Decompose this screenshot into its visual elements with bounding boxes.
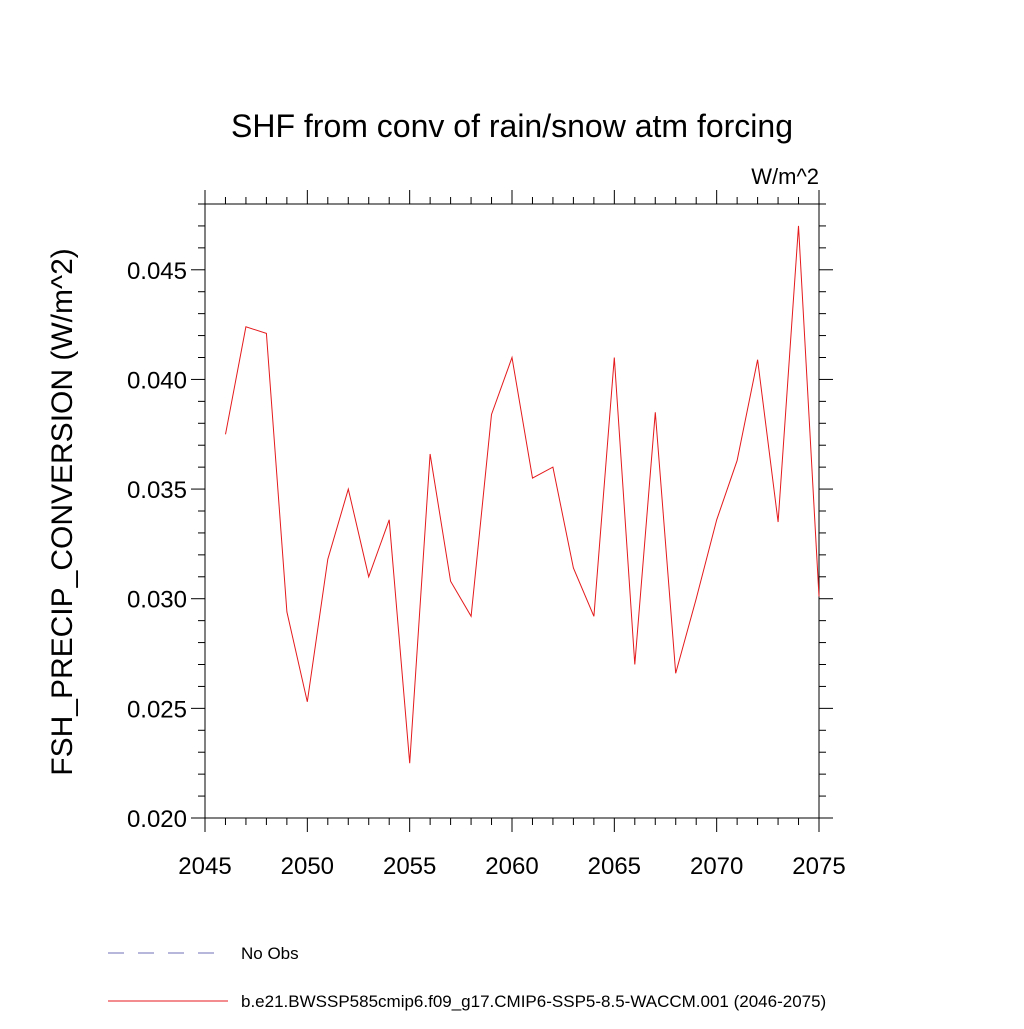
y-tick-label: 0.025 [127, 696, 187, 723]
x-tick-label: 2065 [588, 853, 641, 880]
y-axis-label: FSH_PRECIP_CONVERSION (W/m^2) [46, 248, 79, 775]
series-layer [225, 225, 820, 764]
y-tick-label: 0.030 [127, 587, 187, 614]
x-tick-label: 2045 [178, 853, 231, 880]
ticks-layer [191, 190, 833, 832]
y-tick-label: 0.045 [127, 258, 187, 285]
y-tick-label: 0.020 [127, 806, 187, 833]
legend-label: b.e21.BWSSP585cmip6.f09_g17.CMIP6-SSP5-8… [241, 992, 826, 1011]
x-tick-label: 2070 [690, 853, 743, 880]
plot-frame [204, 203, 820, 819]
units-label: W/m^2 [751, 164, 819, 189]
y-tick-label: 0.035 [127, 477, 187, 504]
x-tick-label: 2060 [485, 853, 538, 880]
y-tick-label: 0.040 [127, 367, 187, 394]
x-tick-label: 2075 [792, 853, 845, 880]
x-tick-label: 2050 [281, 853, 334, 880]
x-tick-label: 2055 [383, 853, 436, 880]
legend: No Obs b.e21.BWSSP585cmip6.f09_g17.CMIP6-… [108, 944, 826, 1011]
chart-title: SHF from conv of rain/snow atm forcing [231, 108, 793, 144]
legend-label: No Obs [241, 944, 299, 963]
tick-labels-layer: 2045 2050 2055 2060 2065 2070 2075 0.020 0.025 0.… [127, 258, 846, 880]
series-line [225, 225, 820, 764]
